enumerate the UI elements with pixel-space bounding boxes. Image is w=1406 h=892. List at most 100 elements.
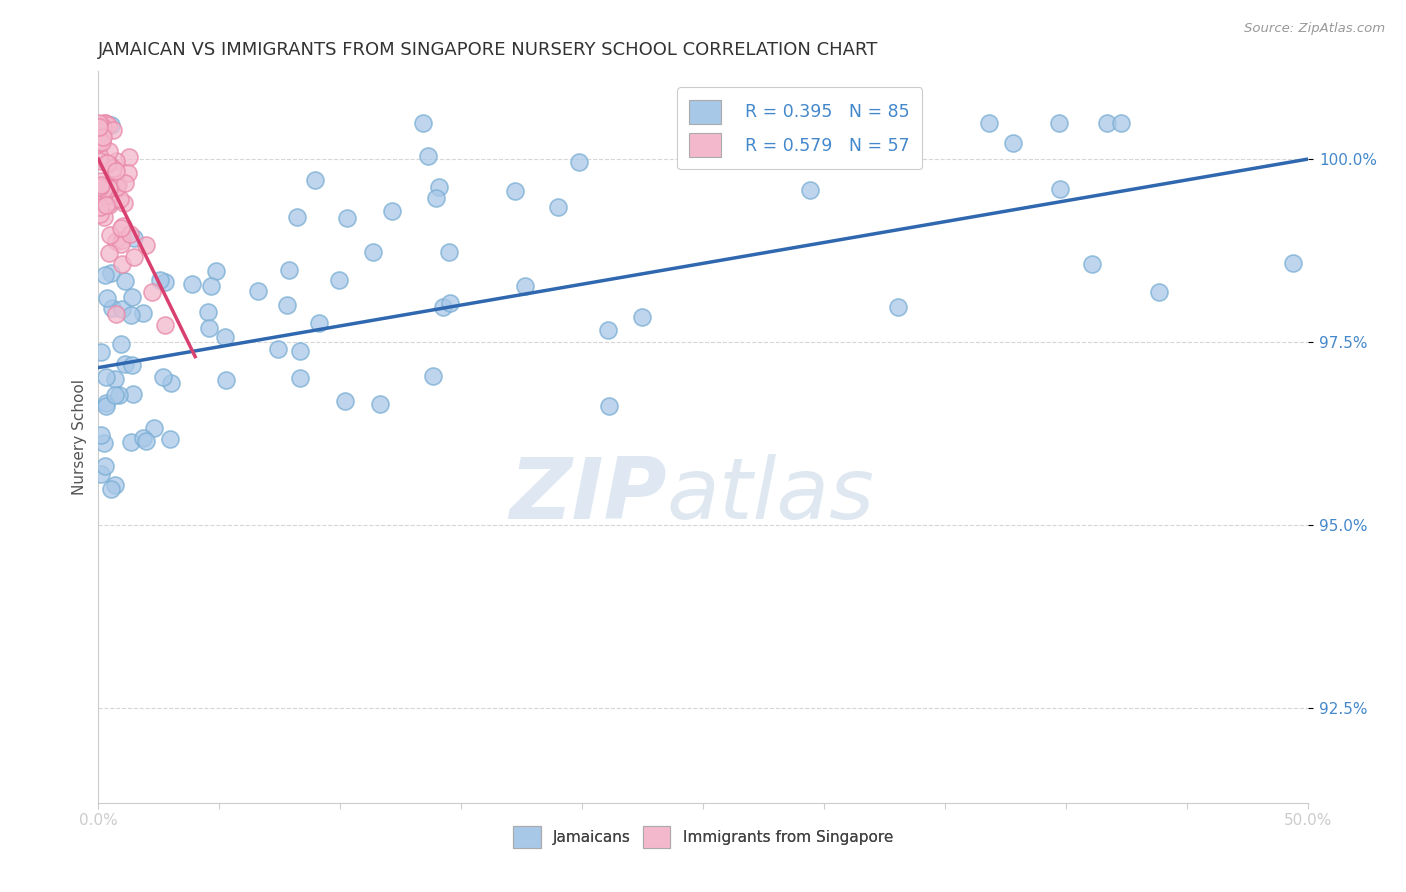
Point — [101, 123, 124, 137]
Point — [276, 298, 298, 312]
Point — [96, 291, 118, 305]
Point — [412, 115, 434, 129]
Point — [87, 120, 110, 134]
Point — [631, 310, 654, 325]
Point — [98, 188, 121, 202]
Point — [90, 467, 112, 481]
Point — [122, 231, 145, 245]
Point — [104, 306, 127, 320]
Point — [120, 227, 142, 241]
Point — [141, 285, 163, 300]
Point — [87, 136, 110, 151]
Point — [98, 227, 121, 242]
Point — [977, 115, 1000, 129]
Point — [1147, 285, 1170, 300]
Point — [96, 156, 118, 170]
Point — [104, 164, 127, 178]
Point — [155, 275, 177, 289]
Point — [247, 285, 270, 299]
Point — [93, 458, 115, 473]
Point — [89, 115, 111, 129]
Point — [121, 358, 143, 372]
Point — [439, 296, 461, 310]
Point — [114, 273, 136, 287]
Point — [100, 194, 122, 208]
Point — [503, 184, 526, 198]
Point — [104, 478, 127, 492]
Point — [1047, 115, 1070, 129]
Point — [94, 115, 117, 129]
Point — [290, 343, 312, 358]
Point — [361, 245, 384, 260]
Legend: Jamaicans, Immigrants from Singapore: Jamaicans, Immigrants from Singapore — [508, 820, 898, 854]
Point — [93, 182, 115, 196]
Text: atlas: atlas — [666, 454, 875, 537]
Point — [91, 120, 114, 134]
Point — [181, 277, 204, 291]
Point — [114, 357, 136, 371]
Point — [155, 318, 177, 333]
Point — [1109, 115, 1132, 129]
Point — [90, 174, 112, 188]
Point — [513, 279, 536, 293]
Point — [104, 387, 127, 401]
Point — [108, 192, 131, 206]
Text: JAMAICAN VS IMMIGRANTS FROM SINGAPORE NURSERY SCHOOL CORRELATION CHART: JAMAICAN VS IMMIGRANTS FROM SINGAPORE NU… — [98, 41, 879, 59]
Point — [111, 257, 134, 271]
Point — [547, 200, 569, 214]
Point — [103, 186, 125, 200]
Point — [104, 372, 127, 386]
Point — [96, 399, 118, 413]
Point — [120, 308, 142, 322]
Point — [198, 321, 221, 335]
Point — [93, 125, 115, 139]
Point — [87, 189, 110, 203]
Point — [111, 219, 134, 233]
Text: Source: ZipAtlas.com: Source: ZipAtlas.com — [1244, 22, 1385, 36]
Point — [89, 153, 111, 168]
Point — [96, 118, 118, 132]
Text: ZIP: ZIP — [509, 454, 666, 537]
Point — [118, 150, 141, 164]
Point — [94, 198, 117, 212]
Point — [197, 304, 219, 318]
Point — [90, 428, 112, 442]
Point — [89, 207, 111, 221]
Point — [98, 180, 121, 194]
Point — [100, 301, 122, 316]
Point — [1081, 257, 1104, 271]
Point — [596, 323, 619, 337]
Point — [100, 482, 122, 496]
Point — [100, 178, 122, 193]
Point — [112, 196, 135, 211]
Point — [104, 234, 127, 248]
Point — [108, 388, 131, 402]
Point — [91, 135, 114, 149]
Point — [122, 251, 145, 265]
Point — [277, 263, 299, 277]
Point — [418, 149, 440, 163]
Point — [308, 316, 330, 330]
Point — [90, 178, 112, 193]
Point — [1095, 115, 1118, 129]
Point — [110, 220, 132, 235]
Point — [100, 266, 122, 280]
Point — [135, 434, 157, 448]
Point — [214, 330, 236, 344]
Point — [160, 376, 183, 391]
Point — [381, 203, 404, 218]
Point — [107, 178, 129, 192]
Point — [94, 370, 117, 384]
Point — [1049, 182, 1071, 196]
Point — [93, 268, 115, 282]
Point — [93, 210, 115, 224]
Point — [111, 234, 134, 248]
Point — [114, 176, 136, 190]
Point — [110, 236, 132, 251]
Point — [132, 431, 155, 445]
Point — [97, 145, 120, 159]
Point — [117, 165, 139, 179]
Point — [98, 246, 121, 260]
Point — [304, 173, 326, 187]
Point — [288, 371, 311, 385]
